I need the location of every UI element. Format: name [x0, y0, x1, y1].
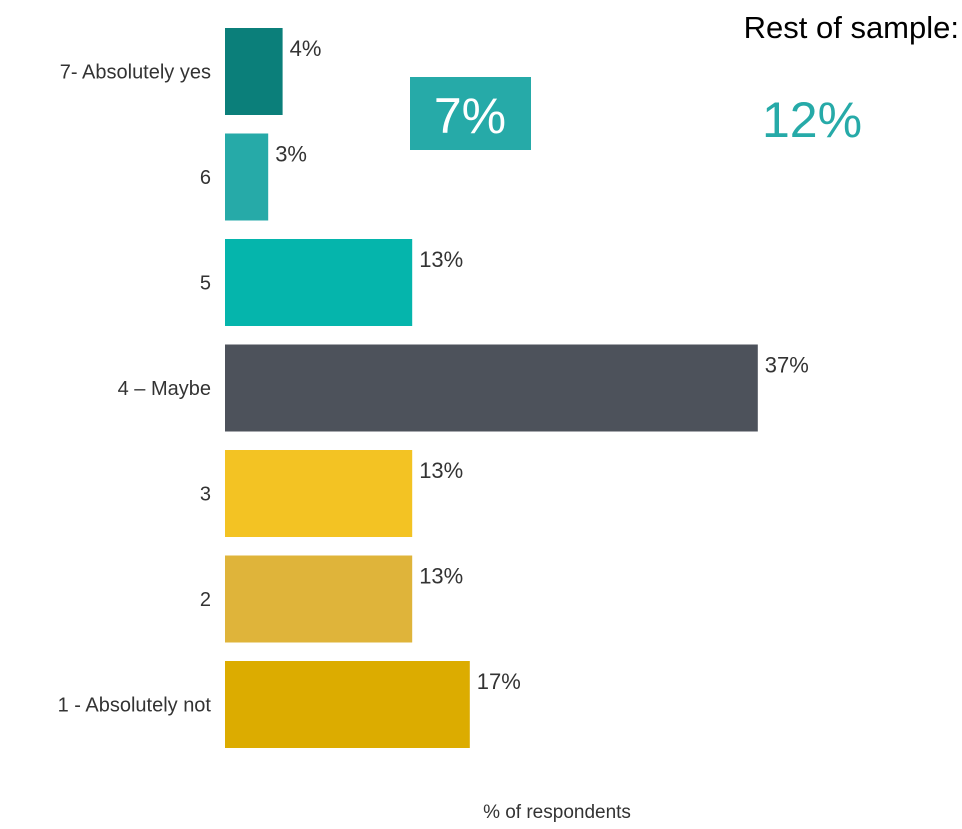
data-label: 17% — [477, 669, 521, 694]
rest-of-sample-value: 12% — [762, 92, 862, 148]
bar-1 — [225, 28, 283, 115]
category-label: 7- Absolutely yes — [60, 62, 211, 84]
bar-6 — [225, 555, 413, 643]
data-label: 13% — [419, 247, 463, 272]
category-label: 1 - Absolutely not — [58, 695, 212, 717]
category-label: 5 — [200, 273, 211, 295]
bar-2 — [225, 133, 269, 221]
bar-5 — [225, 450, 413, 537]
rest-of-sample-title: Rest of sample: — [744, 10, 959, 45]
x-axis-label: % of respondents — [483, 802, 631, 823]
bar-4 — [225, 344, 758, 432]
category-label: 2 — [200, 589, 211, 611]
bar-7 — [225, 661, 470, 748]
category-label: 4 – Maybe — [118, 378, 211, 400]
category-label: 3 — [200, 484, 211, 506]
callout-value: 7% — [434, 88, 506, 144]
callout-box — [410, 77, 531, 150]
data-label: 13% — [419, 458, 463, 483]
data-label: 37% — [765, 353, 809, 378]
data-label: 3% — [275, 142, 307, 167]
category-label: 6 — [200, 167, 211, 189]
data-label: 4% — [290, 36, 322, 61]
data-label: 13% — [419, 564, 463, 589]
bar-3 — [225, 239, 413, 326]
bars-layer: 7- Absolutely yes 4% 6 3% 5 13% 4 – Maybe 37% 3 1… — [58, 28, 809, 748]
